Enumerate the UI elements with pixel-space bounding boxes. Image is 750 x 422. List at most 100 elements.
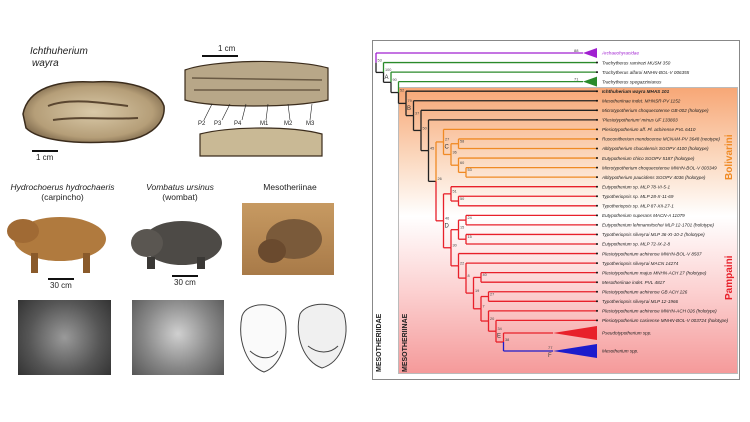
taxon-label: Altitypotherium paucidens SGOPV 4036 (ho… bbox=[601, 175, 706, 180]
taxon-label: Plesiotypotherium achirense GB ACH 226 bbox=[602, 289, 688, 294]
taxon-label: Mesotheriinae indet. MHNSR-PV 1152 bbox=[602, 98, 681, 103]
support-value: 24 bbox=[468, 216, 472, 220]
leaf-dot bbox=[596, 204, 598, 207]
taxon-label: Typotheriopsis sp. MLP 28-X-11-69 bbox=[602, 194, 674, 199]
leaf-dot bbox=[596, 61, 598, 64]
leaf-dot bbox=[596, 243, 598, 245]
wombat-name: Vombatus ursinus bbox=[146, 182, 214, 192]
taxon-label: Mesotheriinae indet. PVL 4817 bbox=[602, 280, 665, 285]
support-value: 77 bbox=[548, 345, 553, 350]
wombat-scale-label: 30 cm bbox=[174, 278, 196, 287]
capybara-caption: Hydrochoerus hydrochaeris (carpincho) bbox=[0, 182, 125, 202]
leaf-dot bbox=[596, 185, 598, 188]
taxon-label: 'Plesiotypotherium' minus UF 133803 bbox=[602, 118, 678, 123]
taxon-label: Eutypotherium sp. MLP 78-VI-5-1 bbox=[602, 184, 670, 189]
taxon-label: Microtypotherium choquecotense GB-002 (h… bbox=[602, 108, 709, 113]
taxon-label: Plesiotypotherium achirense MNHN-BOL-V 8… bbox=[602, 251, 702, 256]
support-value: 37 bbox=[415, 111, 419, 115]
skull-scale-bar bbox=[32, 150, 58, 152]
support-value: 88 bbox=[574, 48, 579, 53]
taxon-label: Typotheriopsis silveyrai MLP 36-XI-10-2 … bbox=[602, 232, 705, 237]
fossil-title: Ichthuherium wayra bbox=[30, 46, 88, 70]
node-letter: D bbox=[445, 223, 450, 229]
taxon-label: Eutypotherium lehmannitschei MLP 12-1701… bbox=[602, 223, 714, 228]
support-value: 50 bbox=[423, 126, 427, 130]
wombat-common-name: (wombat) bbox=[162, 192, 198, 202]
support-value: 71 bbox=[574, 77, 579, 82]
mesotheriinae-head-drawings bbox=[240, 303, 347, 373]
node-letter: B bbox=[407, 106, 411, 112]
support-value: 40 bbox=[483, 273, 487, 277]
taxon-label: Rusconitherium mendocense MCNAM-PV 3648 … bbox=[602, 137, 720, 142]
capybara-scale-bar bbox=[48, 278, 74, 280]
support-value: 38 bbox=[505, 338, 509, 342]
taxon-label: Plesiotypotherium majus MNHN-ACH 27 (hol… bbox=[602, 270, 707, 275]
collapsed-clade-triangle bbox=[553, 326, 597, 340]
leaf-dot bbox=[596, 147, 598, 150]
leaf-dot bbox=[596, 137, 598, 140]
collapsed-clade-triangle bbox=[583, 48, 597, 58]
node-letter: E bbox=[497, 334, 501, 340]
leaf-dot bbox=[596, 99, 598, 102]
support-value: 20 bbox=[490, 317, 494, 321]
leaf-dot bbox=[596, 281, 598, 284]
teeth-scale-label: 1 cm bbox=[218, 44, 236, 53]
leaf-dot bbox=[596, 157, 598, 160]
leaf-dot bbox=[596, 118, 598, 121]
leaf-dot bbox=[596, 223, 598, 226]
node-letter: C bbox=[445, 144, 450, 150]
tooth-label: M1 bbox=[260, 121, 269, 127]
leaf-dot bbox=[596, 195, 598, 198]
wombat-head-photo bbox=[132, 300, 224, 375]
support-value: 15 bbox=[468, 235, 472, 239]
wombat-scale-bar bbox=[172, 275, 198, 277]
teeth-scale-bar bbox=[202, 55, 238, 57]
leaf-dot bbox=[596, 90, 598, 93]
leaf-dot bbox=[596, 233, 598, 236]
taxon-label: Altitypotherium chucalensis SGOPV 4100 (… bbox=[601, 146, 709, 151]
support-value: 19 bbox=[475, 289, 479, 293]
node-letter: F bbox=[548, 353, 552, 359]
support-value: 51 bbox=[453, 190, 457, 194]
support-value: 45 bbox=[430, 146, 434, 150]
support-value: 53 bbox=[378, 59, 382, 63]
mesotheriinae-caption: Mesotheriinae bbox=[263, 182, 317, 192]
tooth-label: P2 bbox=[198, 121, 206, 127]
taxon-label: Pseudotypotherium spp. bbox=[602, 331, 652, 336]
tooth-label: M3 bbox=[306, 121, 315, 127]
support-value: 27 bbox=[445, 138, 449, 142]
support-value: 34 bbox=[498, 327, 502, 331]
leaf-dot bbox=[596, 109, 598, 112]
leaf-dot bbox=[596, 176, 598, 179]
taxon-label: Typotheriopsis silveyrai MACN 14274 bbox=[602, 261, 679, 266]
support-value: 30 bbox=[453, 244, 457, 248]
leaf-dot bbox=[596, 300, 598, 303]
leaf-dot bbox=[596, 262, 598, 265]
taxon-label: Archaeohyracidae bbox=[601, 51, 639, 56]
collapsed-clade-triangle bbox=[583, 76, 597, 87]
taxon-label: Plesiotypotherium aff. Pl. achirense PVL… bbox=[602, 127, 696, 132]
leaf-dot bbox=[596, 319, 598, 322]
fossil-title-species: wayra bbox=[32, 58, 59, 69]
support-value: 27 bbox=[490, 292, 494, 296]
capybara-common-name: (carpincho) bbox=[41, 192, 84, 202]
taxon-label: Eutypotherium sp. MLP 72-IX-2-8 bbox=[602, 242, 670, 247]
leaf-dot bbox=[596, 290, 598, 293]
taxon-label: Trachytherus alfaroi MNHN-BOL-V 006355 bbox=[602, 70, 690, 75]
taxon-label: Typotheriopsis sp. MLP 87-XII-27-1 bbox=[602, 204, 674, 209]
support-value: 46 bbox=[445, 217, 449, 221]
skull-fossil-image bbox=[22, 80, 165, 144]
leaf-dot bbox=[596, 71, 598, 74]
mesotheriidae-clade-box bbox=[398, 87, 738, 374]
wombat-image bbox=[131, 221, 222, 269]
wombat-caption: Vombatus ursinus (wombat) bbox=[125, 182, 235, 202]
tooth-label: P3 bbox=[214, 121, 222, 127]
support-value: 7 bbox=[483, 305, 485, 309]
leaf-dot bbox=[596, 252, 598, 255]
taxon-label: Microtypotherium choquecotense MNHN-BOL-… bbox=[602, 165, 717, 170]
fossil-title-genus: Ichthuherium bbox=[30, 46, 88, 57]
taxon-label: Trachytherus ramirezi MUSM 350 bbox=[602, 60, 671, 65]
tooth-label: M2 bbox=[284, 121, 293, 127]
